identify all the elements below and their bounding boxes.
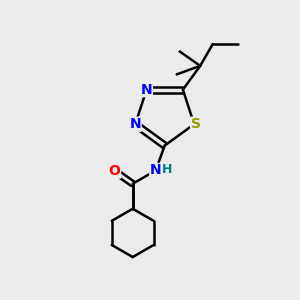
Text: H: H [162, 163, 172, 176]
Text: N: N [130, 117, 141, 131]
Text: N: N [141, 83, 152, 97]
Text: N: N [150, 164, 161, 178]
Text: O: O [109, 164, 121, 178]
Text: S: S [190, 117, 201, 131]
